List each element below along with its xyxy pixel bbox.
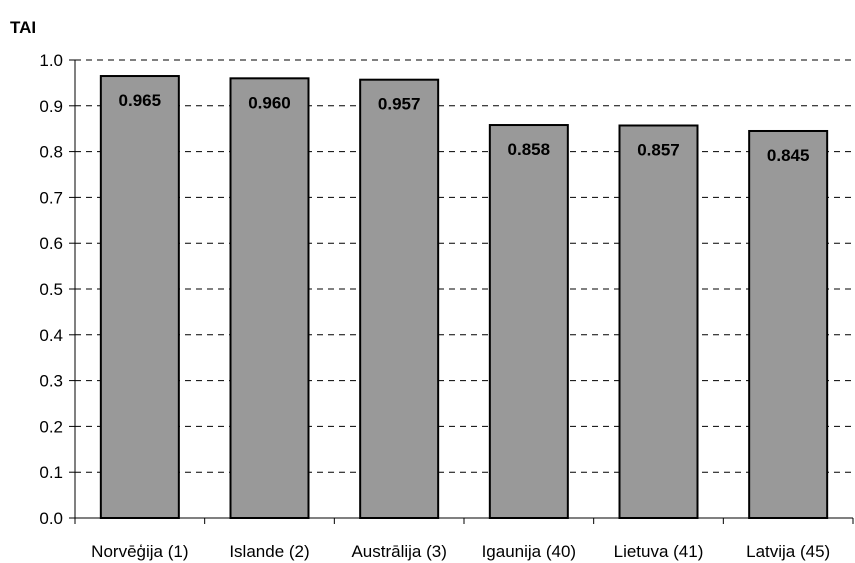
bar <box>618 124 699 520</box>
bar <box>359 78 440 519</box>
data-label: 0.857 <box>637 140 680 159</box>
x-category-label: Islande (2) <box>229 542 309 561</box>
x-category-label: Austrālija (3) <box>351 542 446 561</box>
bar <box>488 124 569 519</box>
axes <box>69 59 854 524</box>
x-category-label: Latvija (45) <box>746 542 830 561</box>
y-tick-label: 0.8 <box>39 143 63 162</box>
bar <box>99 75 180 519</box>
data-label: 0.965 <box>119 91 162 110</box>
y-tick-label: 0.5 <box>39 280 63 299</box>
bars <box>99 75 829 520</box>
y-tick-label: 0.0 <box>39 509 63 528</box>
data-label: 0.845 <box>767 146 810 165</box>
labels: 0.0 0.1 0.2 0.3 0.4 0.5 0.6 0.7 0.8 0.9 1.0 0.965 No… <box>39 51 830 561</box>
y-tick-label: 0.3 <box>39 372 63 391</box>
bar <box>229 77 310 519</box>
y-tick-label: 0.4 <box>39 326 63 345</box>
data-label: 0.957 <box>378 95 421 114</box>
y-tick-label: 1.0 <box>39 51 63 70</box>
y-tick-label: 0.2 <box>39 417 63 436</box>
gridlines <box>75 59 853 473</box>
y-tick-label: 0.1 <box>39 463 63 482</box>
x-category-label: Lietuva (41) <box>614 542 704 561</box>
x-category-label: Igaunija (40) <box>482 542 577 561</box>
y-tick-label: 0.9 <box>39 97 63 116</box>
data-label: 0.960 <box>248 93 291 112</box>
y-axis-title: TAI <box>10 18 36 37</box>
bar <box>748 129 829 520</box>
y-tick-label: 0.7 <box>39 188 63 207</box>
x-category-label: Norvēģija (1) <box>91 542 188 561</box>
data-label: 0.858 <box>508 140 551 159</box>
y-tick-label: 0.6 <box>39 234 63 253</box>
